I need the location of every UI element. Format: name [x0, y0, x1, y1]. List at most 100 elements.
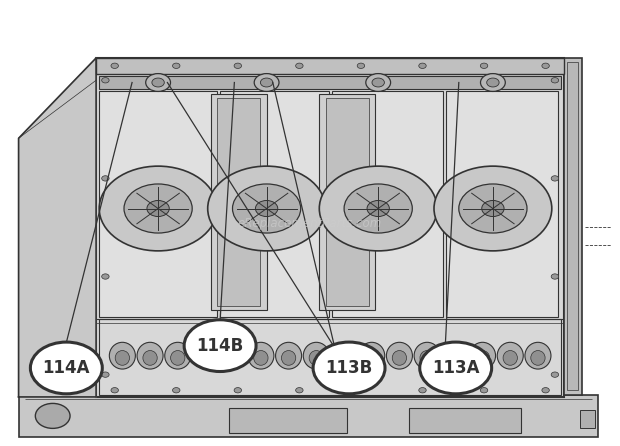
Circle shape — [172, 63, 180, 69]
Circle shape — [254, 74, 279, 91]
Ellipse shape — [359, 343, 385, 369]
Bar — [326, 98, 369, 306]
Circle shape — [234, 63, 242, 69]
Bar — [580, 410, 595, 428]
Bar — [319, 94, 375, 310]
Bar — [229, 408, 347, 433]
Circle shape — [482, 201, 504, 217]
Ellipse shape — [531, 351, 545, 365]
Ellipse shape — [386, 343, 412, 369]
Circle shape — [542, 63, 549, 69]
Ellipse shape — [115, 351, 130, 365]
Text: 113A: 113A — [432, 359, 479, 377]
Bar — [567, 62, 578, 390]
Circle shape — [480, 63, 488, 69]
Circle shape — [480, 74, 505, 91]
Circle shape — [367, 201, 389, 217]
Ellipse shape — [281, 351, 296, 365]
Circle shape — [172, 388, 180, 393]
Ellipse shape — [303, 343, 329, 369]
Ellipse shape — [420, 351, 434, 365]
Ellipse shape — [476, 351, 490, 365]
Circle shape — [344, 184, 412, 233]
Bar — [332, 91, 443, 317]
Circle shape — [232, 184, 301, 233]
Circle shape — [296, 63, 303, 69]
Circle shape — [30, 342, 102, 394]
Circle shape — [255, 201, 278, 217]
Ellipse shape — [337, 351, 351, 365]
Ellipse shape — [192, 343, 218, 369]
Circle shape — [420, 342, 492, 394]
Text: eReplacementParts.com: eReplacementParts.com — [238, 216, 382, 230]
Ellipse shape — [392, 351, 407, 365]
Circle shape — [124, 184, 192, 233]
Ellipse shape — [226, 351, 241, 365]
Circle shape — [313, 342, 385, 394]
Circle shape — [357, 388, 365, 393]
Bar — [446, 91, 558, 317]
Circle shape — [102, 176, 109, 181]
Bar — [220, 91, 329, 317]
Ellipse shape — [442, 343, 468, 369]
Circle shape — [296, 388, 303, 393]
Circle shape — [459, 184, 527, 233]
Bar — [564, 58, 582, 395]
Circle shape — [551, 78, 559, 83]
Ellipse shape — [503, 351, 518, 365]
Ellipse shape — [525, 343, 551, 369]
Circle shape — [102, 78, 109, 83]
Ellipse shape — [254, 351, 268, 365]
Bar — [217, 98, 260, 306]
Circle shape — [152, 78, 164, 87]
Ellipse shape — [275, 343, 301, 369]
Ellipse shape — [137, 343, 163, 369]
Circle shape — [102, 372, 109, 377]
Ellipse shape — [365, 351, 379, 365]
Circle shape — [99, 166, 217, 251]
Circle shape — [111, 388, 118, 393]
Bar — [99, 76, 561, 89]
Circle shape — [184, 320, 256, 372]
Bar — [96, 58, 564, 397]
Circle shape — [319, 166, 437, 251]
Bar — [99, 319, 561, 395]
Bar — [19, 395, 598, 437]
Bar — [211, 94, 267, 310]
Circle shape — [260, 78, 273, 87]
Circle shape — [234, 388, 242, 393]
Circle shape — [35, 403, 70, 428]
Circle shape — [551, 372, 559, 377]
Ellipse shape — [248, 343, 274, 369]
Circle shape — [480, 388, 488, 393]
Circle shape — [434, 166, 552, 251]
Circle shape — [372, 78, 384, 87]
Polygon shape — [19, 58, 96, 397]
Circle shape — [146, 74, 170, 91]
Circle shape — [551, 274, 559, 279]
Text: 114A: 114A — [43, 359, 90, 377]
Circle shape — [418, 388, 426, 393]
Circle shape — [551, 176, 559, 181]
Ellipse shape — [220, 343, 246, 369]
Circle shape — [357, 63, 365, 69]
Circle shape — [111, 63, 118, 69]
Circle shape — [418, 63, 426, 69]
Bar — [99, 91, 217, 317]
Ellipse shape — [165, 343, 191, 369]
Ellipse shape — [109, 343, 135, 369]
Ellipse shape — [331, 343, 357, 369]
Circle shape — [208, 166, 326, 251]
Ellipse shape — [198, 351, 213, 365]
Ellipse shape — [497, 343, 523, 369]
Text: 114B: 114B — [197, 337, 244, 355]
Circle shape — [366, 74, 391, 91]
Text: 113B: 113B — [326, 359, 373, 377]
Ellipse shape — [469, 343, 495, 369]
Ellipse shape — [143, 351, 157, 365]
Circle shape — [102, 274, 109, 279]
Ellipse shape — [414, 343, 440, 369]
Ellipse shape — [309, 351, 324, 365]
Bar — [96, 58, 564, 74]
Circle shape — [487, 78, 499, 87]
